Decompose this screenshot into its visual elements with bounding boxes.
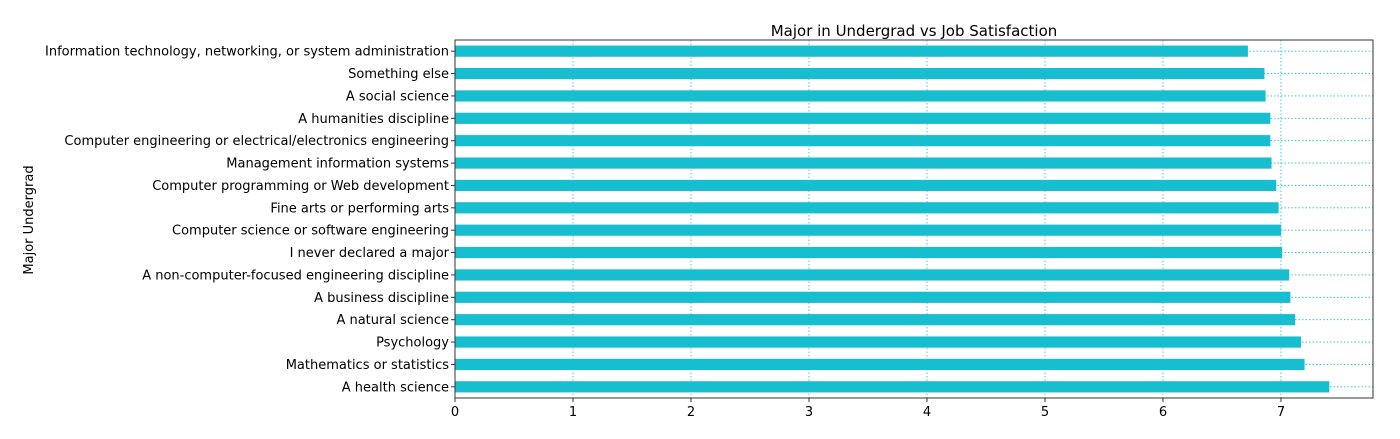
bar-4 [455, 135, 1271, 147]
bar-8 [455, 224, 1281, 236]
x-tick-label-6: 6 [1159, 405, 1167, 420]
x-tick-label-4: 4 [923, 405, 931, 420]
bar-6 [455, 179, 1277, 192]
x-tick-label-2: 2 [687, 405, 695, 420]
bar-1 [455, 67, 1265, 80]
bar-3 [455, 112, 1271, 124]
x-tick-label-7: 7 [1277, 405, 1285, 420]
bar-13 [455, 336, 1302, 348]
y-tick-label-1: Something else [348, 67, 449, 82]
y-tick-label-4: Computer engineering or electrical/elect… [64, 134, 449, 149]
x-tick-label-1: 1 [569, 405, 577, 420]
bar-0 [455, 45, 1248, 57]
x-tick-label-3: 3 [805, 405, 813, 420]
y-tick-label-13: Psychology [376, 336, 449, 351]
y-tick-label-14: Mathematics or statistics [286, 358, 450, 373]
bar-15 [455, 381, 1330, 393]
bars [455, 45, 1330, 393]
y-tick-label-2: A social science [346, 89, 449, 104]
y-tick-label-7: Fine arts or performing arts [270, 201, 449, 216]
bar-7 [455, 202, 1279, 214]
y-tick-label-15: A health science [342, 380, 449, 395]
bar-10 [455, 269, 1290, 281]
x-tick-label-5: 5 [1041, 405, 1049, 420]
y-tick-label-11: A business discipline [314, 291, 449, 306]
bar-9 [455, 246, 1283, 259]
y-tick-label-8: Computer science or software engineering [172, 224, 449, 239]
y-tick-label-10: A non-computer-focused engineering disci… [142, 268, 449, 283]
bar-14 [455, 358, 1305, 371]
bar-5 [455, 157, 1272, 169]
chart-title: Major in Undergrad vs Job Satisfaction [771, 22, 1058, 40]
bar-12 [455, 314, 1296, 326]
bar-2 [455, 90, 1266, 102]
y-tick-label-0: Information technology, networking, or s… [45, 45, 449, 60]
y-tick-label-6: Computer programming or Web development [152, 179, 449, 194]
y-tick-label-3: A humanities discipline [298, 112, 449, 127]
y-axis-label: Major Undergrad [22, 165, 37, 274]
x-tick-label-0: 0 [451, 405, 459, 420]
y-axis-ticks: Information technology, networking, or s… [45, 45, 455, 395]
x-axis-ticks: 0 1 2 3 4 5 6 7 [451, 398, 1285, 420]
y-tick-label-5: Management information systems [226, 157, 449, 172]
y-tick-label-12: A natural science [336, 313, 449, 328]
plot-frame [454, 39, 1374, 399]
y-tick-label-9: I never declared a major [290, 246, 450, 261]
bar-11 [455, 291, 1291, 303]
